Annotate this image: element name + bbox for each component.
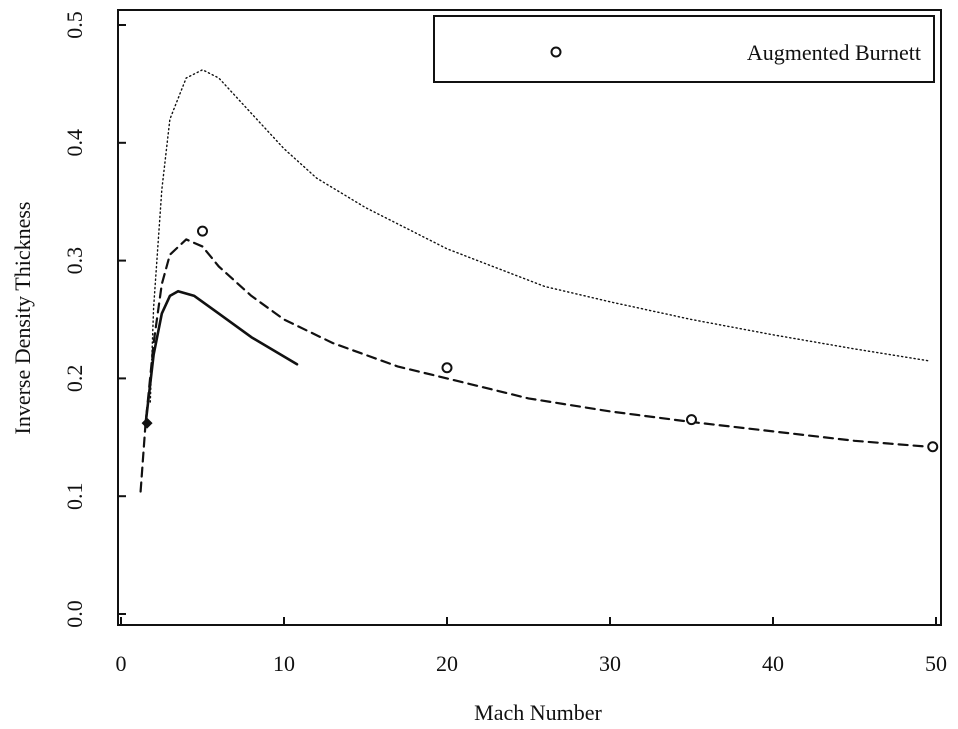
augmented-burnett-point xyxy=(927,441,939,453)
y-axis: 0.0 0.1 0.2 0.3 0.4 0.5 xyxy=(62,11,126,628)
y-tick-label: 0.5 xyxy=(62,11,87,39)
x-tick-label: 10 xyxy=(273,651,295,676)
x-axis-title: Mach Number xyxy=(474,700,602,725)
x-tick-label: 0 xyxy=(116,651,127,676)
augmented-burnett-point xyxy=(686,414,697,426)
augmented-burnett-point xyxy=(197,225,208,237)
legend-box xyxy=(433,15,935,83)
series-layer xyxy=(139,69,939,493)
legend: Augmented Burnett xyxy=(433,15,935,83)
diamond-marker xyxy=(141,417,153,429)
x-tick-label: 50 xyxy=(925,651,947,676)
legend-label: Augmented Burnett xyxy=(747,40,921,65)
legend-marker-icon xyxy=(550,46,562,58)
y-axis-title: Inverse Density Thickness xyxy=(10,202,35,435)
y-tick-label: 0.0 xyxy=(62,600,87,628)
marker-layer xyxy=(141,417,153,429)
y-tick-label: 0.1 xyxy=(62,482,87,510)
dashed-curve xyxy=(139,238,929,493)
plot-frame xyxy=(117,9,942,626)
solid-curve xyxy=(144,289,299,427)
x-tick-label: 20 xyxy=(436,651,458,676)
dotted-curve xyxy=(149,69,929,403)
x-axis: 0 10 20 30 40 50 xyxy=(116,617,947,676)
x-tick-label: 40 xyxy=(762,651,784,676)
y-tick-label: 0.4 xyxy=(62,129,87,157)
augmented-burnett-point xyxy=(441,362,453,374)
y-tick-label: 0.3 xyxy=(62,247,87,275)
x-tick-label: 30 xyxy=(599,651,621,676)
y-tick-label: 0.2 xyxy=(62,365,87,393)
